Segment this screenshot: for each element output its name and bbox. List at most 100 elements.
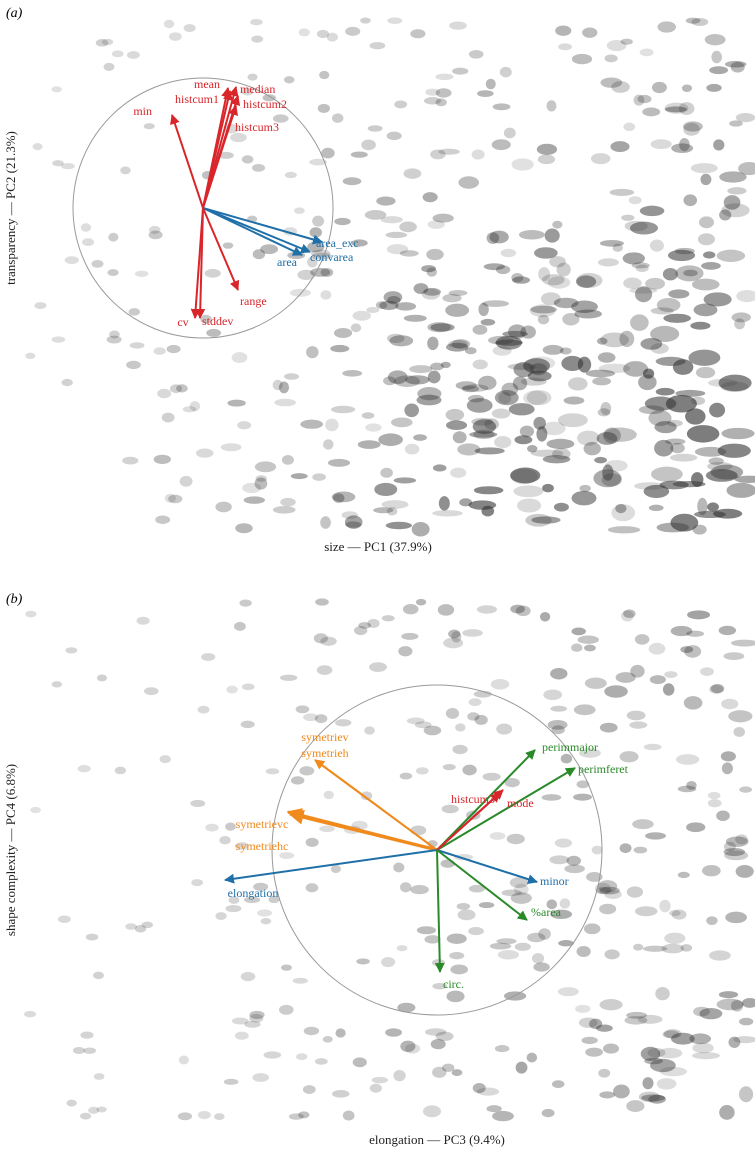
organism [717, 443, 751, 458]
organism [629, 287, 658, 294]
organism [342, 177, 362, 186]
organism [623, 609, 636, 619]
organism [686, 425, 720, 443]
organism [738, 1086, 754, 1103]
organism [718, 374, 752, 392]
organism [498, 391, 512, 404]
organism [683, 121, 703, 132]
organism [320, 267, 334, 277]
organism [96, 1106, 107, 1113]
organism [385, 231, 408, 239]
organism [227, 399, 246, 407]
organism [719, 171, 747, 183]
organism [675, 265, 704, 282]
organism [573, 793, 592, 801]
organism [457, 909, 476, 921]
loading-arrow [436, 849, 528, 921]
organism [465, 347, 477, 355]
organism [342, 370, 363, 377]
organism [727, 187, 747, 195]
organism [540, 292, 561, 306]
loading-arrow [436, 789, 504, 851]
organism [218, 151, 234, 159]
organism [421, 288, 441, 300]
organism [468, 927, 484, 936]
organism [393, 862, 405, 873]
organism [546, 899, 558, 910]
organism [61, 378, 73, 387]
organism [405, 1043, 421, 1054]
organism [700, 173, 712, 186]
organism [558, 43, 572, 51]
organism [671, 909, 687, 920]
organism [379, 300, 399, 311]
organism [500, 248, 517, 258]
organism [664, 102, 689, 114]
organism [143, 123, 155, 130]
organism [125, 923, 137, 930]
panel-label: (b) [6, 592, 23, 607]
organism [430, 149, 446, 160]
organism [657, 21, 677, 33]
organism [726, 482, 755, 498]
organism [375, 301, 388, 310]
organism [626, 886, 644, 898]
organism [562, 312, 580, 326]
organism [230, 132, 247, 143]
organism [503, 127, 516, 139]
organism [598, 1068, 611, 1078]
organism [597, 880, 618, 893]
organism [288, 1113, 304, 1120]
organism [437, 604, 455, 616]
organism [399, 772, 413, 780]
loading-arrow [224, 849, 438, 884]
organism [680, 646, 694, 654]
organism [415, 767, 429, 775]
organism [367, 125, 383, 132]
organism [688, 349, 721, 366]
organism [512, 276, 531, 284]
organism [452, 431, 467, 444]
organism [383, 376, 396, 386]
organism [327, 458, 351, 467]
organism [723, 652, 745, 660]
organism [683, 122, 700, 136]
organism [448, 629, 461, 639]
organism [547, 719, 568, 730]
organism [531, 516, 561, 524]
organism [542, 455, 571, 464]
organism [667, 249, 696, 262]
organism [461, 385, 479, 393]
organism [604, 890, 622, 899]
organism [169, 384, 182, 394]
organism [695, 366, 716, 379]
organism [733, 1036, 755, 1044]
organism [707, 461, 733, 471]
organism [552, 448, 571, 460]
organism [699, 216, 714, 229]
organism [670, 513, 699, 532]
organism [683, 194, 698, 207]
organism [494, 390, 519, 406]
organism [542, 483, 554, 493]
organism [662, 683, 675, 696]
organism [369, 1083, 382, 1093]
organism [559, 347, 572, 355]
organism [345, 26, 361, 36]
organism [442, 1063, 455, 1073]
organism [599, 1091, 615, 1099]
variable-label: median [240, 82, 275, 96]
organism [557, 413, 588, 428]
organism [394, 100, 408, 109]
organism [690, 321, 711, 330]
organism [413, 434, 427, 441]
organism [283, 76, 295, 84]
organism [677, 871, 690, 879]
organism [571, 643, 583, 652]
organism [707, 791, 721, 800]
organism [201, 653, 216, 661]
organism [510, 468, 538, 485]
correlation-circle [271, 684, 603, 1016]
organism [683, 696, 703, 710]
organism [205, 823, 219, 832]
